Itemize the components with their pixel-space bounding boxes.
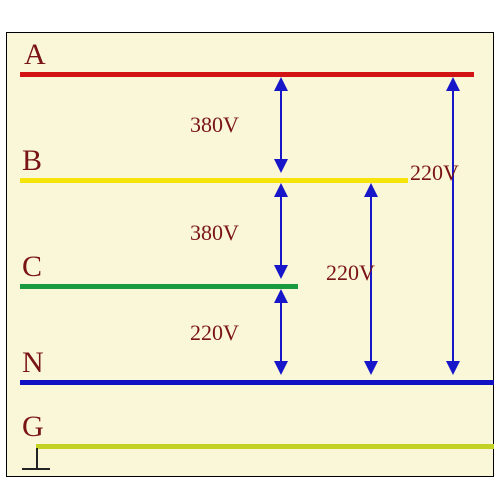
wire-N [20, 380, 494, 385]
voltage-arrow-AN [452, 91, 454, 361]
arrow-head-down-AN [446, 361, 460, 375]
wire-label-B: B [22, 144, 42, 178]
arrow-head-up-AN [446, 77, 460, 91]
voltage-label-AB: 380V [190, 112, 239, 138]
arrow-head-up-CN [274, 289, 288, 303]
voltage-arrow-AB [280, 91, 282, 159]
wire-G [36, 444, 494, 449]
arrow-head-down-CN [274, 361, 288, 375]
voltage-label-CN: 220V [190, 320, 239, 346]
voltage-label-AN: 220V [410, 160, 459, 186]
arrow-head-down-AB [274, 159, 288, 173]
wire-B [20, 178, 408, 183]
voltage-arrow-BC [280, 197, 282, 265]
voltage-arrow-CN [280, 303, 282, 361]
diagram-panel [6, 32, 494, 477]
ground-stem [36, 448, 38, 468]
voltage-label-BC: 380V [190, 220, 239, 246]
arrow-head-up-BC [274, 183, 288, 197]
wire-label-A: A [24, 38, 46, 72]
arrow-head-up-AB [274, 77, 288, 91]
ground-bar [22, 468, 50, 470]
arrow-head-down-BC [274, 265, 288, 279]
wire-label-N: N [22, 346, 44, 380]
wire-label-C: C [22, 250, 42, 284]
wire-label-G: G [22, 410, 44, 444]
wire-A [20, 72, 474, 77]
arrow-head-down-BN [364, 361, 378, 375]
wire-C [20, 284, 298, 289]
diagram-stage: A B C NG 380V 380V 220V 220V 220V [0, 0, 500, 500]
voltage-label-BN: 220V [326, 260, 375, 286]
arrow-head-up-BN [364, 183, 378, 197]
